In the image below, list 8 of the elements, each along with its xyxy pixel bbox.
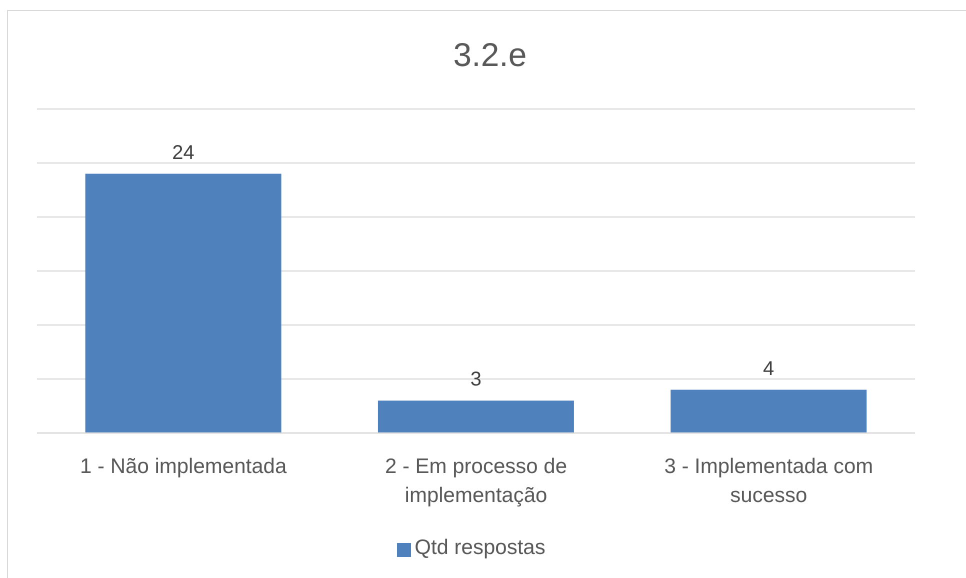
- chart-title: 3.2.e: [453, 36, 527, 73]
- x-tick-label: 3 - Implementada com sucesso: [664, 454, 874, 507]
- data-label: 24: [172, 142, 194, 164]
- data-label: 3: [470, 368, 482, 391]
- legend-label: Qtd respostas: [414, 536, 546, 559]
- data-label: 4: [763, 358, 774, 380]
- x-tick-label: 2 - Em processo de implementação: [384, 454, 568, 507]
- x-tick-label: 1 - Não implementada: [80, 454, 287, 478]
